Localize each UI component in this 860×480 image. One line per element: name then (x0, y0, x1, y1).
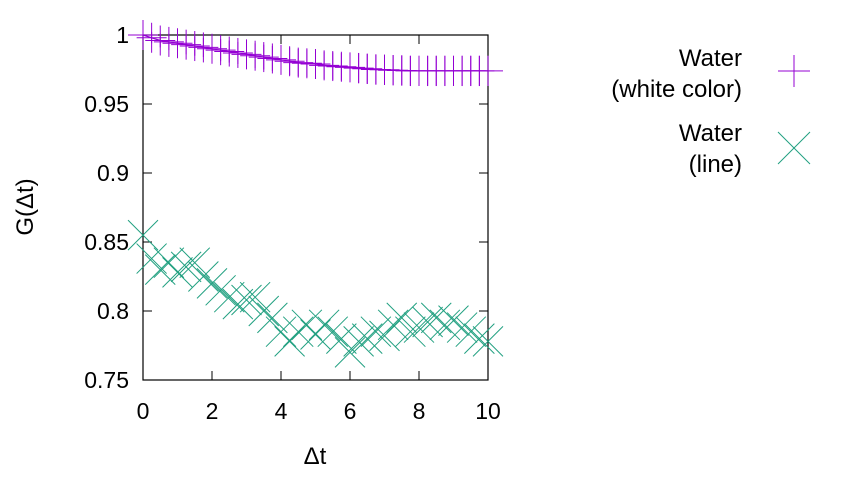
data-point-36 (438, 305, 469, 337)
data-point-8 (197, 33, 227, 64)
data-point-13 (239, 281, 271, 313)
data-point-19 (291, 48, 322, 79)
data-point-24 (335, 52, 365, 83)
data-point-14 (248, 295, 280, 327)
data-point-12 (231, 284, 262, 316)
data-point-33 (412, 306, 443, 338)
data-point-17 (274, 46, 305, 77)
data-point-9 (205, 274, 236, 306)
data-point-40 (473, 55, 503, 86)
data-point-18 (283, 47, 314, 78)
data-point-34 (420, 302, 452, 334)
y-tick-label-2: 0.85 (84, 229, 129, 255)
x-tick-label-3: 6 (344, 398, 357, 424)
y-tick-label-4: 0.95 (84, 91, 129, 117)
data-point-1 (136, 22, 167, 53)
data-point-26 (352, 53, 383, 84)
x-axis-label: Δt (304, 443, 327, 470)
x-tick-label-2: 4 (275, 398, 288, 424)
data-point-21 (308, 309, 340, 341)
data-point-6 (179, 31, 210, 62)
data-point-2 (145, 25, 176, 56)
x-tick-label-4: 8 (413, 398, 426, 424)
y-tick-label-0: 0.75 (84, 367, 129, 393)
data-point-16 (266, 44, 296, 75)
data-point-30 (386, 302, 418, 334)
y-tick-label-1: 0.8 (97, 298, 129, 324)
data-point-15 (257, 302, 288, 334)
data-point-20 (300, 319, 331, 350)
data-point-35 (429, 309, 461, 341)
series-water-white-color (128, 20, 503, 87)
x-tick-label-1: 2 (206, 398, 219, 424)
data-point-21 (309, 50, 340, 81)
data-point-20 (300, 48, 331, 79)
series-water-line (127, 219, 504, 368)
data-point-0 (127, 219, 159, 251)
data-point-31 (395, 316, 426, 348)
data-point-11 (222, 288, 254, 320)
data-point-40 (472, 326, 504, 357)
data-point-22 (317, 316, 349, 348)
plot-frame (142, 34, 489, 381)
data-point-4 (162, 257, 193, 288)
data-point-19 (291, 309, 323, 341)
data-point-9 (205, 35, 236, 66)
x-tick-label-0: 0 (137, 398, 150, 424)
data-point-4 (162, 28, 193, 59)
data-point-2 (144, 254, 176, 285)
data-point-6 (179, 247, 211, 279)
data-point-26 (351, 323, 383, 354)
data-point-24 (334, 337, 366, 368)
data-point-23 (326, 323, 357, 354)
data-point-7 (188, 32, 219, 63)
data-point-10 (213, 281, 245, 313)
data-point-39 (464, 323, 495, 354)
y-axis-label: G(Δt) (12, 178, 39, 235)
legend-label-line-0: Water (679, 45, 742, 72)
data-point-0 (128, 20, 158, 50)
data-point-8 (196, 268, 228, 299)
data-point-15 (257, 43, 288, 74)
legend-marker (777, 131, 811, 165)
data-point-3 (153, 247, 185, 279)
data-point-13 (240, 40, 271, 71)
data-point-38 (455, 316, 487, 348)
legend-marker (778, 55, 810, 87)
data-point-25 (343, 53, 374, 84)
data-point-29 (377, 309, 409, 341)
legend-label-line-1: (white color) (611, 76, 742, 103)
data-point-23 (326, 51, 357, 82)
data-point-12 (231, 39, 262, 70)
data-point-32 (403, 312, 435, 343)
y-tick-label-5: 1 (116, 22, 129, 48)
data-point-10 (214, 36, 245, 67)
legend-entry-1: Water (line) (679, 120, 811, 178)
data-point-3 (153, 26, 184, 57)
legend: Water (white color) Water (line) (611, 45, 811, 178)
data-point-37 (446, 312, 478, 343)
data-point-5 (170, 251, 202, 283)
legend-label-line-1: (line) (689, 151, 742, 178)
data-point-22 (317, 51, 348, 82)
legend-entry-0: Water (white color) (611, 45, 810, 103)
x-tick-label-5: 10 (475, 398, 501, 424)
y-tick-label-3: 0.9 (97, 160, 129, 186)
data-point-25 (343, 326, 374, 357)
data-point-14 (248, 42, 279, 73)
data-point-7 (188, 261, 219, 292)
data-point-18 (282, 316, 314, 348)
data-point-11 (222, 37, 253, 68)
x-axis: 0 2 4 6 8 10 (137, 35, 501, 424)
data-point-16 (265, 316, 297, 348)
legend-label-line-0: Water (679, 120, 742, 147)
data-point-27 (360, 316, 392, 348)
data-point-5 (171, 29, 202, 60)
